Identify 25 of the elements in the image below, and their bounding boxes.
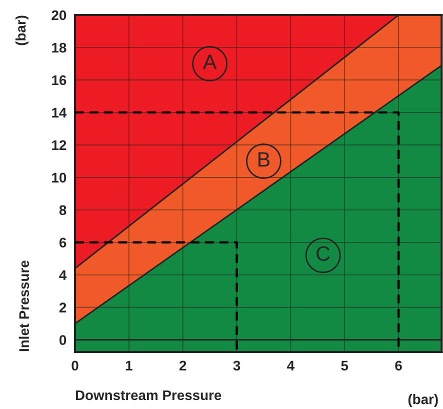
x-tick-label: 1 — [126, 360, 132, 370]
x-tick-label: 4 — [287, 360, 294, 370]
annotation: C — [316, 246, 330, 261]
y-axis-title: Inlet Pressure — [18, 260, 30, 352]
y-tick-label: 0 — [59, 335, 66, 345]
y-tick-label: 20 — [52, 10, 66, 20]
text: (bar) — [16, 16, 28, 46]
y-tick-label: 8 — [59, 205, 66, 216]
text: (bar) — [408, 394, 438, 407]
y-tick-label: 16 — [52, 75, 66, 86]
y-tick-label: 4 — [59, 270, 67, 280]
x-tick-label: 0 — [72, 360, 78, 371]
x-axis-title: Downstream Pressure — [76, 390, 222, 400]
y-tick-label: 10 — [52, 172, 66, 183]
annotation: B — [258, 152, 270, 167]
annotation: A — [202, 54, 217, 70]
y-tick-label: 2 — [59, 302, 66, 312]
y-tick-label: 14 — [52, 108, 67, 118]
y-tick-label: 18 — [52, 42, 66, 53]
y-tick-label: 6 — [59, 238, 66, 248]
x-tick-label: 6 — [395, 360, 402, 371]
x-tick-label: 3 — [233, 360, 240, 371]
x-tick-label: 2 — [179, 360, 186, 370]
y-tick-label: 12 — [52, 140, 66, 150]
x-tick-label: 5 — [341, 360, 348, 371]
